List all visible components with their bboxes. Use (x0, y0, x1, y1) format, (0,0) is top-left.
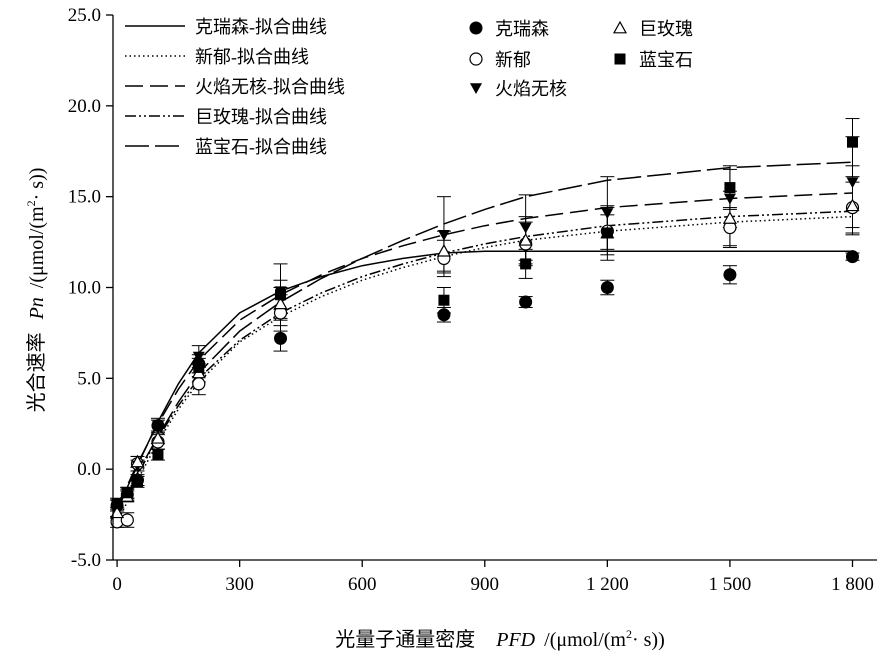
legend-marker-2 (469, 52, 483, 66)
legend-label-series-5: 蓝宝石 (639, 50, 693, 70)
data-point-series-3 (151, 420, 164, 432)
legend-label-series-4: 巨玫瑰 (639, 19, 693, 39)
x-tick-label: 0 (112, 574, 122, 595)
data-point-series-2 (192, 377, 206, 391)
data-point-series-1 (845, 250, 859, 264)
data-point-series-5 (193, 361, 205, 373)
data-point-series-5 (111, 498, 123, 510)
x-axis-title: 光量子通量密度 PFD /(μmol/(m2· s)) (335, 627, 664, 651)
data-point-series-5 (520, 258, 532, 270)
y-tick-label: 0.0 (77, 459, 101, 480)
y-axis-title-unit-end: · s)) (26, 168, 48, 201)
data-point-series-2 (120, 513, 134, 527)
legend-marker-3 (470, 83, 482, 94)
data-point-series-4 (722, 211, 737, 224)
data-point-series-5 (132, 476, 144, 488)
x-axis-title-unit-sup: 2 (626, 627, 632, 641)
y-tick-label: 10.0 (68, 278, 101, 299)
data-point-series-1 (600, 281, 614, 294)
y-tick-label: -5.0 (71, 550, 101, 571)
legend-label-series-2: 新郁 (495, 50, 531, 70)
data-point-series-5 (152, 449, 164, 461)
data-point-series-3 (723, 193, 736, 205)
data-point-series-3 (601, 208, 614, 220)
y-tick-label: 5.0 (77, 368, 101, 389)
fit-curve-2 (116, 215, 853, 523)
data-point-series-4 (150, 431, 165, 444)
legend-label-fit-4: 巨玫瑰-拟合曲线 (195, 107, 327, 127)
data-point-series-1 (723, 268, 737, 282)
x-tick-label: 600 (348, 574, 377, 595)
legend-marker-1 (469, 21, 483, 35)
x-axis-title-unit: /(μmol/(m (544, 629, 626, 651)
data-point-series-4 (436, 243, 451, 257)
y-tick-label: 15.0 (68, 187, 101, 208)
legend-label-fit-2: 新郁-拟合曲线 (195, 47, 309, 67)
axes: -5.0 0.0 5.0 10.0 15.0 20.0 25.0 0 300 600 900 1 20… (68, 5, 877, 595)
y-tick-label: 25.0 (68, 5, 101, 26)
plot-area (110, 118, 860, 529)
fit-curve-5 (116, 161, 853, 512)
x-tick-label: 1 200 (586, 574, 629, 595)
data-point-series-1 (437, 308, 451, 322)
x-tick-label: 1 800 (831, 574, 874, 595)
data-point-series-3 (437, 230, 450, 241)
y-axis-title-var: Pn (26, 297, 48, 320)
legend-marker-4 (612, 20, 628, 34)
legend-label-series-1: 克瑞森 (495, 19, 549, 39)
legend-label-fit-3: 火焰无核-拟合曲线 (195, 77, 345, 97)
x-axis-title-cn: 光量子通量密度 (335, 628, 475, 651)
data-point-series-4 (130, 454, 145, 468)
legend: 克瑞森-拟合曲线新郁-拟合曲线火焰无核-拟合曲线巨玫瑰-拟合曲线蓝宝石-拟合曲线… (125, 17, 693, 157)
fit-curve-1 (116, 250, 853, 506)
data-point-series-5 (438, 294, 450, 306)
data-point-series-1 (519, 295, 533, 309)
data-point-series-3 (519, 222, 532, 234)
data-point-series-4 (110, 505, 125, 519)
data-point-series-4 (518, 233, 533, 246)
x-tick-label: 300 (225, 574, 254, 595)
data-point-series-4 (845, 198, 860, 212)
y-axis-title-unit: /(μmol/(m (26, 206, 48, 288)
x-axis-title-var: PFD (495, 629, 535, 651)
y-axis-title: 光合速率 Pn /(μmol/(m2· s)) (24, 168, 48, 413)
data-point-series-5 (846, 136, 858, 148)
data-point-series-1 (274, 331, 288, 345)
x-tick-label: 1 500 (709, 574, 752, 595)
data-point-series-5 (121, 487, 133, 499)
data-point-series-5 (275, 289, 287, 301)
legend-label-fit-1: 克瑞森-拟合曲线 (195, 17, 327, 37)
data-point-series-3 (846, 177, 859, 189)
fit-curve-4 (116, 210, 853, 514)
x-tick-label: 900 (471, 574, 500, 595)
legend-marker-5 (614, 53, 626, 65)
data-point-series-3 (192, 351, 205, 363)
data-point-series-4 (273, 296, 288, 310)
y-tick-label: 20.0 (68, 96, 101, 117)
legend-label-series-3: 火焰无核 (495, 79, 567, 99)
y-axis-title-cn: 光合速率 (25, 332, 48, 412)
x-axis-title-unit-end: · s)) (632, 629, 665, 651)
data-point-series-5 (601, 227, 613, 239)
legend-label-fit-5: 蓝宝石-拟合曲线 (195, 137, 327, 157)
y-axis-title-unit-sup: 2 (24, 200, 38, 206)
fit-curve-3 (116, 192, 853, 506)
data-point-series-5 (724, 182, 736, 194)
